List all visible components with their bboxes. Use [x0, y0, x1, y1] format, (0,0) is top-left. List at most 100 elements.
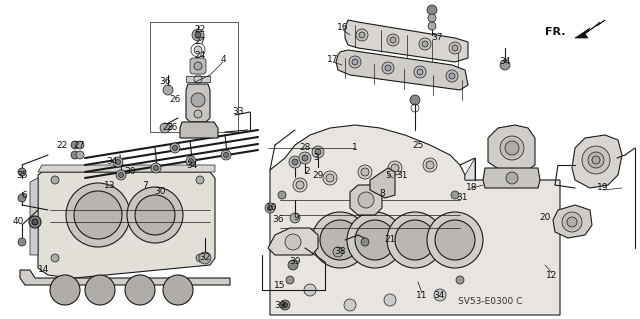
Circle shape: [452, 45, 458, 51]
Circle shape: [135, 195, 175, 235]
Circle shape: [434, 289, 446, 301]
Circle shape: [74, 191, 122, 239]
Polygon shape: [186, 84, 210, 122]
Circle shape: [196, 254, 204, 262]
Circle shape: [268, 205, 273, 211]
Circle shape: [410, 95, 420, 105]
Text: 26: 26: [170, 95, 180, 105]
Circle shape: [76, 151, 84, 159]
Text: 9: 9: [293, 213, 299, 222]
Text: 34: 34: [499, 57, 511, 66]
Text: 1: 1: [352, 144, 358, 152]
Circle shape: [113, 157, 123, 167]
Circle shape: [500, 136, 524, 160]
Circle shape: [115, 160, 120, 165]
Text: 19: 19: [597, 183, 609, 192]
Text: SV53-E0300 C: SV53-E0300 C: [458, 298, 522, 307]
Circle shape: [387, 34, 399, 46]
Circle shape: [278, 191, 286, 199]
Text: 39: 39: [289, 257, 301, 266]
Polygon shape: [553, 205, 592, 238]
Text: 39: 39: [275, 300, 285, 309]
Text: 23: 23: [163, 123, 173, 132]
Circle shape: [506, 172, 518, 184]
Text: 13: 13: [104, 181, 116, 189]
Circle shape: [320, 220, 360, 260]
Circle shape: [29, 216, 41, 228]
Polygon shape: [190, 58, 206, 74]
Circle shape: [352, 59, 358, 65]
Text: 34: 34: [106, 158, 118, 167]
Circle shape: [51, 176, 59, 184]
Text: 36: 36: [159, 78, 171, 86]
Text: 14: 14: [38, 265, 50, 275]
Text: 38: 38: [334, 248, 346, 256]
Circle shape: [388, 161, 402, 175]
Circle shape: [194, 110, 202, 118]
Text: 40: 40: [12, 218, 24, 226]
Circle shape: [125, 275, 155, 305]
Text: 2: 2: [304, 167, 310, 176]
Polygon shape: [465, 158, 475, 180]
Circle shape: [419, 38, 431, 50]
Text: 15: 15: [275, 280, 285, 290]
Circle shape: [500, 60, 510, 70]
Text: 24: 24: [195, 50, 205, 60]
Circle shape: [199, 252, 211, 264]
Polygon shape: [336, 50, 468, 90]
Circle shape: [361, 168, 369, 176]
Circle shape: [451, 191, 459, 199]
Text: 25: 25: [412, 140, 424, 150]
Polygon shape: [370, 168, 395, 198]
Circle shape: [51, 254, 59, 262]
Circle shape: [323, 171, 337, 185]
Text: 6: 6: [21, 190, 27, 199]
Polygon shape: [186, 76, 210, 82]
Circle shape: [194, 62, 202, 70]
Polygon shape: [268, 228, 318, 255]
Circle shape: [395, 220, 435, 260]
Text: 28: 28: [300, 144, 310, 152]
Text: 30: 30: [154, 188, 166, 197]
Circle shape: [118, 173, 124, 177]
Circle shape: [116, 170, 126, 180]
Text: 16: 16: [337, 24, 349, 33]
Circle shape: [435, 220, 475, 260]
Circle shape: [289, 156, 301, 168]
Circle shape: [358, 165, 372, 179]
Circle shape: [427, 212, 483, 268]
Circle shape: [71, 141, 79, 149]
Circle shape: [391, 164, 399, 172]
Circle shape: [326, 174, 334, 182]
Circle shape: [286, 276, 294, 284]
Text: 18: 18: [467, 183, 477, 192]
Text: FR.: FR.: [545, 27, 565, 37]
Circle shape: [312, 212, 368, 268]
Circle shape: [50, 275, 80, 305]
Circle shape: [127, 187, 183, 243]
Text: 36: 36: [272, 216, 284, 225]
Circle shape: [390, 37, 396, 43]
Text: 11: 11: [416, 291, 428, 300]
Text: 22: 22: [56, 140, 68, 150]
Circle shape: [414, 66, 426, 78]
Circle shape: [71, 151, 79, 159]
Circle shape: [85, 275, 115, 305]
Text: 3: 3: [313, 153, 319, 162]
Circle shape: [191, 93, 205, 107]
Polygon shape: [30, 178, 38, 255]
Text: 21: 21: [384, 235, 396, 244]
Text: 10: 10: [266, 204, 278, 212]
Text: 20: 20: [540, 213, 550, 222]
Circle shape: [417, 69, 423, 75]
Circle shape: [195, 32, 201, 38]
Circle shape: [299, 152, 311, 164]
Polygon shape: [20, 270, 230, 285]
Circle shape: [355, 220, 395, 260]
Circle shape: [315, 149, 321, 155]
Circle shape: [592, 156, 600, 164]
Circle shape: [361, 238, 369, 246]
Circle shape: [154, 166, 159, 170]
Polygon shape: [270, 125, 560, 315]
Text: 27: 27: [74, 140, 84, 150]
